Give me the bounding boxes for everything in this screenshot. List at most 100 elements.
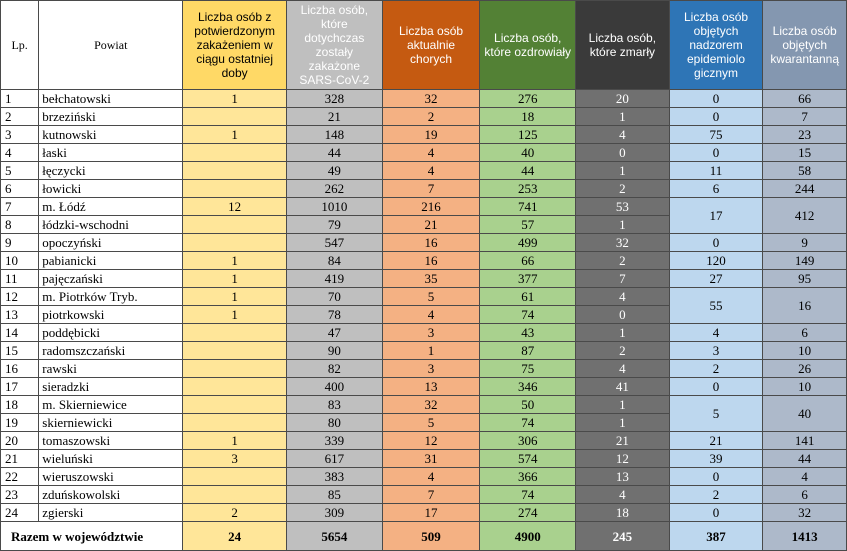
powiat-name: poddębicki bbox=[38, 323, 184, 342]
table-row: 8 łódzki-wschodni 79 21 57 1 bbox=[0, 215, 847, 234]
powiat-name: kutnowski bbox=[38, 125, 184, 144]
new-cases-cell: 1 bbox=[182, 269, 288, 288]
powiat-name: łódzki-wschodni bbox=[38, 215, 184, 234]
total-infected-cell: 309 bbox=[286, 503, 383, 522]
total-total-infected: 5654 bbox=[286, 521, 383, 551]
deaths-cell: 53 bbox=[575, 197, 670, 216]
recovered-cell: 57 bbox=[479, 215, 577, 234]
powiat-name: m. Łódź bbox=[38, 197, 184, 216]
supervision-cell: 39 bbox=[668, 449, 764, 468]
recovered-cell: 74 bbox=[479, 485, 577, 504]
deaths-cell: 1 bbox=[575, 215, 670, 234]
powiat-name: zgierski bbox=[38, 503, 184, 522]
total-infected-cell: 617 bbox=[286, 449, 383, 468]
deaths-cell: 41 bbox=[575, 377, 670, 396]
total-infected-cell: 90 bbox=[286, 341, 383, 360]
new-cases-cell: 2 bbox=[182, 503, 288, 522]
new-cases-cell bbox=[182, 377, 288, 396]
deaths-cell: 1 bbox=[575, 395, 670, 414]
row-number: 8 bbox=[0, 215, 40, 234]
table-row: 7 m. Łódź 12 1010 216 741 53 17 412 bbox=[0, 197, 847, 234]
table-row: 22 wieruszowski 383 4 366 13 0 4 bbox=[0, 467, 847, 486]
supervision-cell: 0 bbox=[668, 233, 764, 252]
deaths-cell: 21 bbox=[575, 431, 670, 450]
total-new-cases: 24 bbox=[182, 521, 288, 551]
row-number: 11 bbox=[0, 269, 40, 288]
quarantine-cell: 15 bbox=[762, 143, 847, 162]
quarantine-cell: 44 bbox=[762, 449, 847, 468]
total-deaths: 245 bbox=[575, 521, 670, 551]
table-row: 3 kutnowski 1 148 19 125 4 75 23 bbox=[0, 125, 847, 144]
powiat-name: opoczyński bbox=[38, 233, 184, 252]
currently-ill-cell: 16 bbox=[381, 233, 481, 252]
supervision-cell: 2 bbox=[668, 359, 764, 378]
powiat-name: sieradzki bbox=[38, 377, 184, 396]
currently-ill-cell: 21 bbox=[381, 215, 481, 234]
supervision-cell: 0 bbox=[668, 107, 764, 126]
recovered-cell: 125 bbox=[479, 125, 577, 144]
currently-ill-cell: 216 bbox=[381, 197, 481, 216]
supervision-cell: 55 bbox=[668, 287, 764, 324]
currently-ill-cell: 12 bbox=[381, 431, 481, 450]
currently-ill-cell: 2 bbox=[381, 107, 481, 126]
total-infected-cell: 49 bbox=[286, 161, 383, 180]
powiat-name: zduńskowolski bbox=[38, 485, 184, 504]
row-number: 22 bbox=[0, 467, 40, 486]
total-infected-cell: 44 bbox=[286, 143, 383, 162]
row-number: 2 bbox=[0, 107, 40, 126]
currently-ill-cell: 7 bbox=[381, 485, 481, 504]
total-infected-cell: 400 bbox=[286, 377, 383, 396]
table-row: 11 pajęczański 1 419 35 377 7 27 95 bbox=[0, 269, 847, 288]
table-row: 17 sieradzki 400 13 346 41 0 10 bbox=[0, 377, 847, 396]
table-row: 1 bełchatowski 1 328 32 276 20 0 66 bbox=[0, 89, 847, 108]
total-infected-cell: 419 bbox=[286, 269, 383, 288]
total-infected-cell: 47 bbox=[286, 323, 383, 342]
currently-ill-cell: 3 bbox=[381, 323, 481, 342]
header-powiat: Powiat bbox=[38, 0, 184, 90]
header-currently-ill: Liczba osób aktualnie chorych bbox=[381, 0, 481, 90]
recovered-cell: 499 bbox=[479, 233, 577, 252]
deaths-cell: 12 bbox=[575, 449, 670, 468]
supervision-cell: 21 bbox=[668, 431, 764, 450]
deaths-cell: 4 bbox=[575, 125, 670, 144]
supervision-cell: 0 bbox=[668, 503, 764, 522]
new-cases-cell: 1 bbox=[182, 89, 288, 108]
powiat-name: wieluński bbox=[38, 449, 184, 468]
row-number: 1 bbox=[0, 89, 40, 108]
recovered-cell: 18 bbox=[479, 107, 577, 126]
currently-ill-cell: 7 bbox=[381, 179, 481, 198]
currently-ill-cell: 17 bbox=[381, 503, 481, 522]
recovered-cell: 366 bbox=[479, 467, 577, 486]
header-epidemiological-supervision: Liczba osób objętych nadzorem epidemiolo… bbox=[668, 0, 764, 90]
table-row: 16 rawski 82 3 75 4 2 26 bbox=[0, 359, 847, 378]
total-infected-cell: 148 bbox=[286, 125, 383, 144]
total-infected-cell: 83 bbox=[286, 395, 383, 414]
quarantine-cell: 4 bbox=[762, 467, 847, 486]
powiat-name: bełchatowski bbox=[38, 89, 184, 108]
total-infected-cell: 339 bbox=[286, 431, 383, 450]
row-number: 23 bbox=[0, 485, 40, 504]
deaths-cell: 1 bbox=[575, 323, 670, 342]
row-number: 5 bbox=[0, 161, 40, 180]
quarantine-cell: 10 bbox=[762, 377, 847, 396]
quarantine-cell: 6 bbox=[762, 485, 847, 504]
new-cases-cell: 12 bbox=[182, 197, 288, 216]
quarantine-cell: 9 bbox=[762, 233, 847, 252]
table-row: 2 brzeziński 21 2 18 1 0 7 bbox=[0, 107, 847, 126]
table-row: 24 zgierski 2 309 17 274 18 0 32 bbox=[0, 503, 847, 522]
total-recovered: 4900 bbox=[479, 521, 577, 551]
deaths-cell: 0 bbox=[575, 305, 670, 324]
powiat-name: pabianicki bbox=[38, 251, 184, 270]
deaths-cell: 2 bbox=[575, 341, 670, 360]
deaths-cell: 4 bbox=[575, 287, 670, 306]
table-row: 13 piotrkowski 1 78 4 74 0 bbox=[0, 305, 847, 324]
recovered-cell: 253 bbox=[479, 179, 577, 198]
row-number: 19 bbox=[0, 413, 40, 432]
powiat-name: radomszczański bbox=[38, 341, 184, 360]
recovered-cell: 741 bbox=[479, 197, 577, 216]
quarantine-cell: 32 bbox=[762, 503, 847, 522]
recovered-cell: 276 bbox=[479, 89, 577, 108]
deaths-cell: 20 bbox=[575, 89, 670, 108]
quarantine-cell: 26 bbox=[762, 359, 847, 378]
quarantine-cell: 244 bbox=[762, 179, 847, 198]
